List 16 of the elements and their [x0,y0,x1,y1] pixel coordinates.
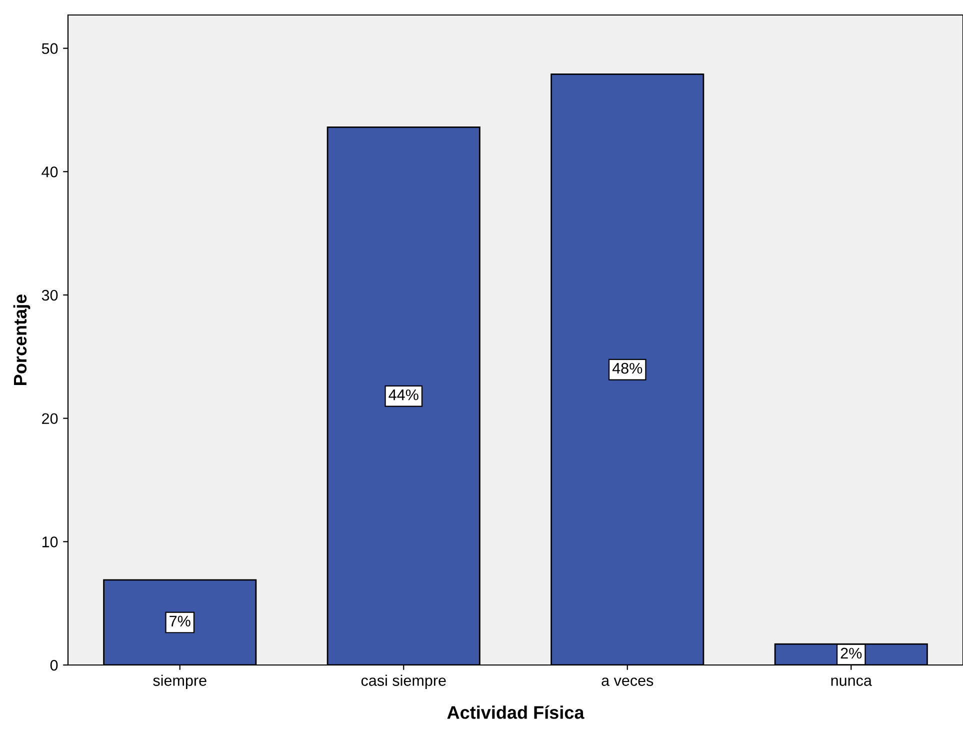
data-label: 44% [388,389,418,400]
y-tick-label: 10 [42,536,58,548]
y-tick-label: 50 [42,43,58,54]
y-tick-label: 40 [42,166,58,178]
x-tick-label: nunca [831,678,872,686]
data-label: 48% [612,362,642,374]
y-tick-label: 0 [50,660,58,671]
data-label: 2% [840,648,862,659]
x-tick-label: casi siempre [361,674,446,689]
y-tick-label: 30 [42,290,58,301]
x-axis-title: Actividad Física [447,705,584,719]
x-tick-label: a veces [602,678,654,686]
y-tick-label: 20 [42,413,58,424]
y-axis-title: Porcentaje [13,294,30,385]
x-tick-label: siempre [153,674,206,689]
data-label: 7% [170,616,190,626]
